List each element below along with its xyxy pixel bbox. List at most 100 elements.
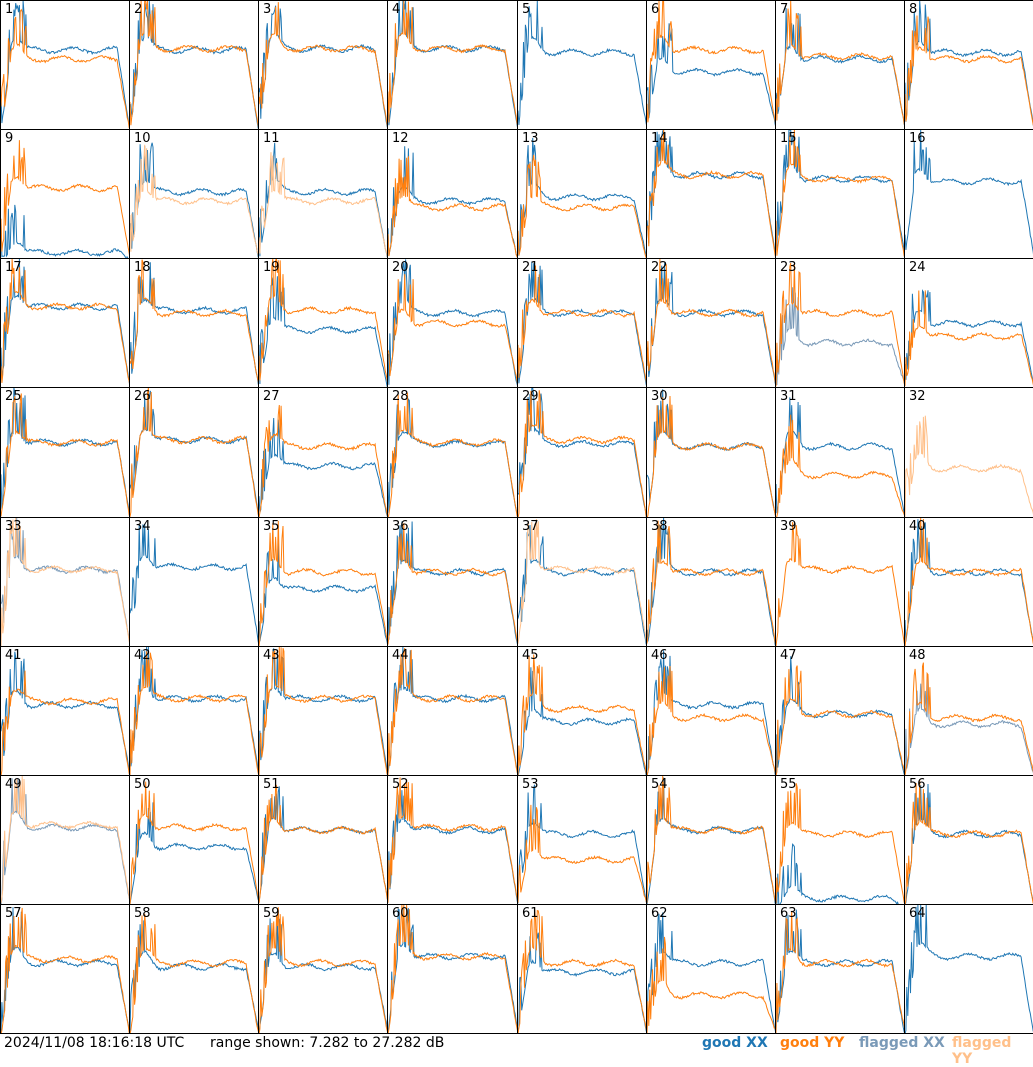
tile-panel: 23 — [775, 258, 905, 388]
tile-label: 26 — [134, 389, 151, 404]
tile-panel: 56 — [904, 775, 1033, 905]
tile-label: 12 — [392, 131, 409, 146]
xx-series-line — [776, 8, 904, 126]
tile-label: 45 — [522, 648, 539, 663]
yy-series-line — [905, 415, 1033, 517]
yy-series-line — [776, 783, 904, 904]
xx-series-line — [1, 651, 129, 772]
xx-series-line — [905, 130, 1033, 255]
yy-series-line — [130, 388, 258, 517]
tile-label: 62 — [651, 906, 668, 921]
yy-series-line — [518, 265, 646, 383]
tile-label: 22 — [651, 260, 668, 275]
tile-panel: 16 — [904, 129, 1033, 259]
xx-series-line — [518, 137, 646, 256]
tile-panel: 21 — [517, 258, 647, 388]
xx-series-line — [776, 287, 904, 386]
tile-spectrum-plot — [259, 142, 387, 258]
xx-series-line — [259, 5, 387, 128]
tile-spectrum-plot — [905, 415, 1033, 517]
tile-label: 54 — [651, 777, 668, 792]
tile-label: 37 — [522, 519, 539, 534]
timestamp: 2024/11/08 18:16:18 UTC — [4, 1035, 185, 1051]
tile-spectrum-plot — [259, 259, 387, 387]
yy-series-line — [388, 1, 517, 126]
tile-label: 6 — [651, 2, 660, 17]
tile-panel: 1 — [0, 0, 130, 130]
tile-label: 55 — [780, 777, 797, 792]
tile-panel: 58 — [129, 904, 259, 1034]
xx-series-line — [388, 1, 517, 128]
tile-panel: 19 — [258, 258, 388, 388]
xx-series-line — [776, 909, 904, 1033]
tile-spectrum-plot — [647, 912, 775, 1033]
yy-series-line — [1, 8, 129, 129]
tile-panel: 7 — [775, 0, 905, 130]
xx-series-line — [518, 929, 646, 1033]
tile-panel: 57 — [0, 904, 130, 1034]
tile-label: 27 — [263, 389, 280, 404]
yy-series-line — [518, 390, 646, 517]
yy-series-line — [776, 522, 904, 646]
tile-spectrum-plot — [518, 654, 646, 775]
tile-spectrum-plot — [776, 656, 904, 775]
tile-spectrum-plot — [1, 388, 129, 517]
xx-series-line — [518, 524, 646, 646]
tile-panel: 8 — [904, 0, 1033, 130]
yy-series-line — [518, 908, 646, 1033]
yy-series-line — [388, 777, 517, 903]
tile-label: 58 — [134, 906, 151, 921]
tile-panel: 6 — [646, 0, 776, 130]
tile-label: 30 — [651, 389, 668, 404]
tile-panel: 51 — [258, 775, 388, 905]
yy-series-line — [647, 936, 775, 1033]
legend-flagged-xx: flagged XX — [859, 1035, 945, 1051]
tile-label: 57 — [5, 906, 22, 921]
yy-series-line — [388, 905, 517, 1033]
xx-series-line — [130, 802, 258, 904]
tile-spectrum-plot — [259, 647, 387, 775]
xx-series-line — [1, 388, 129, 514]
tile-label: 8 — [909, 2, 918, 17]
tile-spectrum-plot — [259, 784, 387, 904]
yy-series-line — [518, 804, 646, 903]
tile-spectrum-plot — [388, 521, 517, 645]
yy-series-line — [130, 144, 258, 257]
xx-series-line — [518, 1, 646, 126]
yy-series-line — [776, 665, 904, 775]
yy-series-line — [647, 1, 775, 124]
tile-panel: 60 — [387, 904, 518, 1034]
tile-panel: 30 — [646, 387, 776, 518]
tile-label: 52 — [392, 777, 409, 792]
yy-series-line — [130, 651, 258, 775]
tile-spectrum-plot — [388, 905, 517, 1033]
tile-label: 43 — [263, 648, 280, 663]
tile-spectrum-plot — [388, 647, 517, 775]
tile-label: 56 — [909, 777, 926, 792]
tile-panel: 33 — [0, 517, 130, 647]
tile-panel: 38 — [646, 517, 776, 647]
tile-label: 46 — [651, 648, 668, 663]
tile-spectrum-plot — [1, 518, 129, 646]
xx-series-line — [259, 648, 387, 775]
tile-panel: 54 — [646, 775, 776, 905]
tile-spectrum-plot — [905, 518, 1033, 646]
tile-panel: 34 — [129, 517, 259, 647]
tile-label: 47 — [780, 648, 797, 663]
tile-label: 33 — [5, 519, 22, 534]
tile-spectrum-plot — [776, 262, 904, 387]
tile-spectrum-plot — [518, 518, 646, 646]
xx-series-line — [647, 130, 775, 254]
yy-series-line — [259, 647, 387, 775]
footer: 2024/11/08 18:16:18 UTC range shown: 7.2… — [0, 1033, 1033, 1067]
tile-panel: 25 — [0, 387, 130, 518]
yy-series-line — [647, 259, 775, 383]
tile-panel: 53 — [517, 775, 647, 905]
tile-panel: 32 — [904, 387, 1033, 518]
tile-spectrum-plot — [776, 909, 904, 1033]
range-shown: range shown: 7.282 to 27.282 dB — [210, 1035, 445, 1051]
tile-panel: 14 — [646, 129, 776, 259]
yy-series-line — [518, 518, 646, 644]
tile-label: 21 — [522, 260, 539, 275]
tile-spectrum-plot — [647, 518, 775, 646]
